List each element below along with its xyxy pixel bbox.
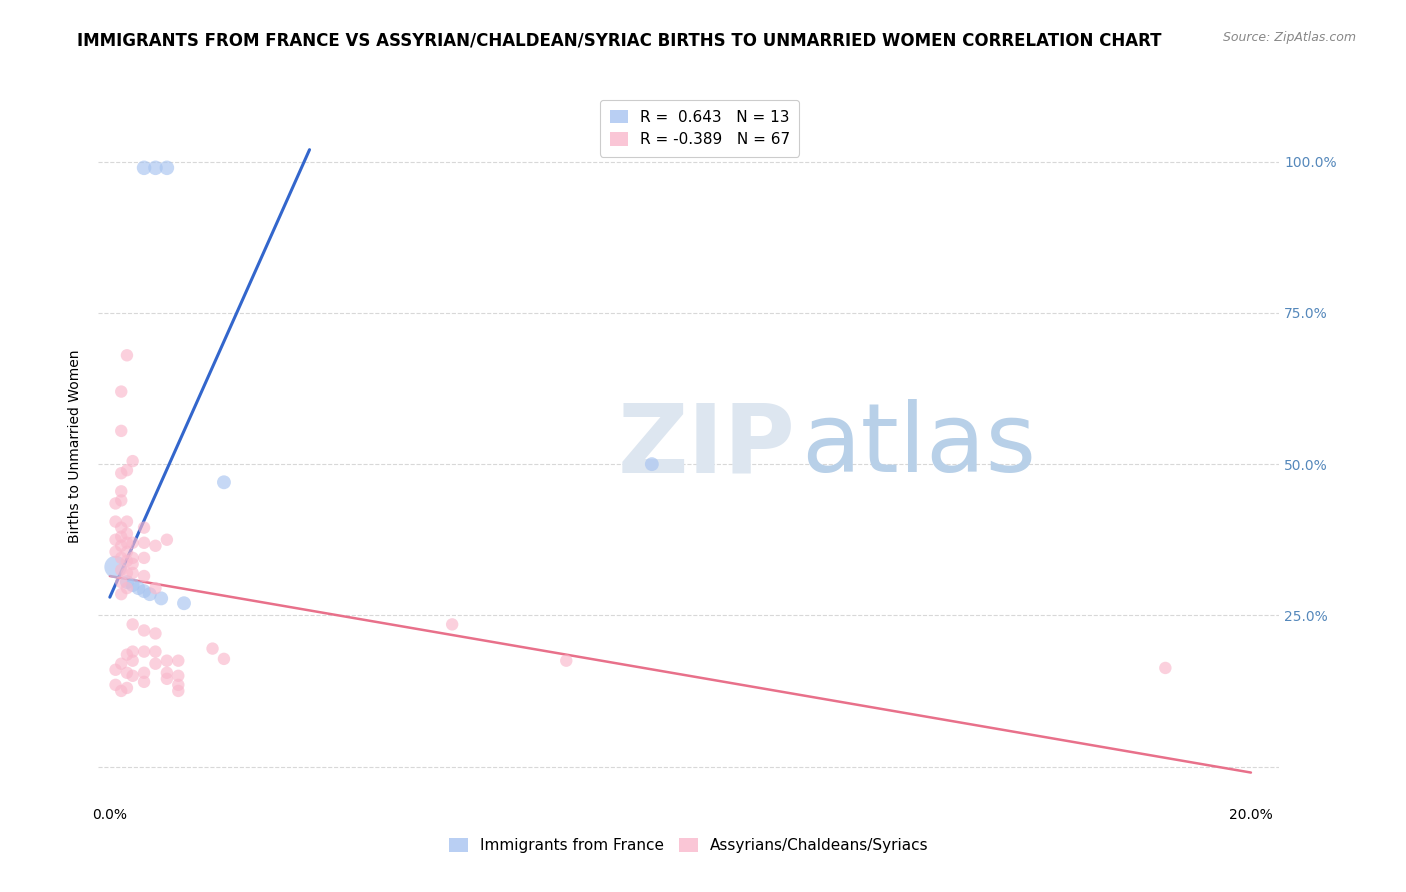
Point [167,684,190,698]
Point [115,463,138,477]
Point [132,569,155,583]
Point [104,545,127,559]
Point [132,550,155,565]
Point [139,587,162,601]
Point [145,645,167,659]
Point [156,665,179,680]
Point [110,587,132,601]
Point [156,161,179,175]
Point [167,654,190,668]
Point [110,467,132,481]
Point [115,681,138,695]
Point [167,678,190,692]
Point [110,521,132,535]
Point [104,496,127,510]
Point [121,557,143,571]
Point [115,348,138,362]
Text: ZIP: ZIP [619,400,796,492]
Point [115,566,138,580]
Point [115,554,138,568]
Text: IMMIGRANTS FROM FRANCE VS ASSYRIAN/CHALDEAN/SYRIAC BIRTHS TO UNMARRIED WOMEN COR: IMMIGRANTS FROM FRANCE VS ASSYRIAN/CHALD… [77,31,1161,49]
Point [115,575,138,590]
Point [132,521,155,535]
Point [115,535,138,549]
Point [104,560,127,574]
Point [115,648,138,662]
Point [212,475,235,490]
Point [110,539,132,553]
Point [115,665,138,680]
Point [110,424,132,438]
Point [132,584,155,599]
Point [167,669,190,683]
Point [441,617,464,632]
Point [150,591,173,606]
Point [156,654,179,668]
Point [156,672,179,686]
Point [110,384,132,399]
Point [110,550,132,565]
Point [121,578,143,592]
Point [115,581,138,595]
Point [110,657,132,671]
Point [104,515,127,529]
Point [145,657,167,671]
Point [121,535,143,549]
Point [132,645,155,659]
Point [132,624,155,638]
Point [1154,661,1177,675]
Point [121,454,143,468]
Point [127,581,149,595]
Point [121,645,143,659]
Point [121,550,143,565]
Point [641,457,664,471]
Point [104,663,127,677]
Legend: Immigrants from France, Assyrians/Chaldeans/Syriacs: Immigrants from France, Assyrians/Chalde… [443,832,935,859]
Point [121,566,143,580]
Point [555,654,578,668]
Point [145,539,167,553]
Point [132,161,155,175]
Point [212,652,235,666]
Point [132,665,155,680]
Point [173,596,195,610]
Point [145,161,167,175]
Point [121,669,143,683]
Point [104,678,127,692]
Point [110,563,132,577]
Point [104,533,127,547]
Point [115,526,138,541]
Point [110,484,132,499]
Point [132,674,155,689]
Point [156,533,179,547]
Text: Source: ZipAtlas.com: Source: ZipAtlas.com [1223,31,1357,45]
Point [121,617,143,632]
Point [110,493,132,508]
Point [132,535,155,549]
Point [145,581,167,595]
Y-axis label: Births to Unmarried Women: Births to Unmarried Women [69,350,83,542]
Point [145,626,167,640]
Point [115,545,138,559]
Point [115,515,138,529]
Text: atlas: atlas [801,400,1036,492]
Point [201,641,224,656]
Point [110,575,132,590]
Point [110,684,132,698]
Point [121,654,143,668]
Point [110,530,132,544]
